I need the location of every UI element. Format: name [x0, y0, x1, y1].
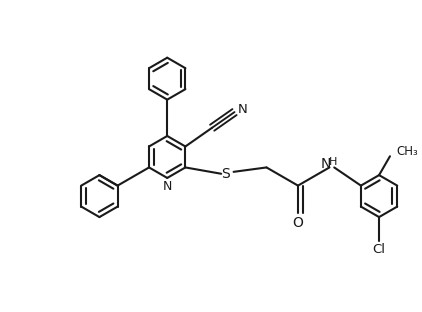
Text: Cl: Cl [373, 243, 386, 256]
Text: S: S [222, 167, 230, 181]
Text: N: N [237, 103, 247, 116]
Text: CH₃: CH₃ [397, 145, 418, 158]
Text: N: N [320, 157, 331, 171]
Text: H: H [329, 157, 338, 167]
Text: O: O [292, 217, 303, 230]
Text: N: N [162, 180, 172, 193]
